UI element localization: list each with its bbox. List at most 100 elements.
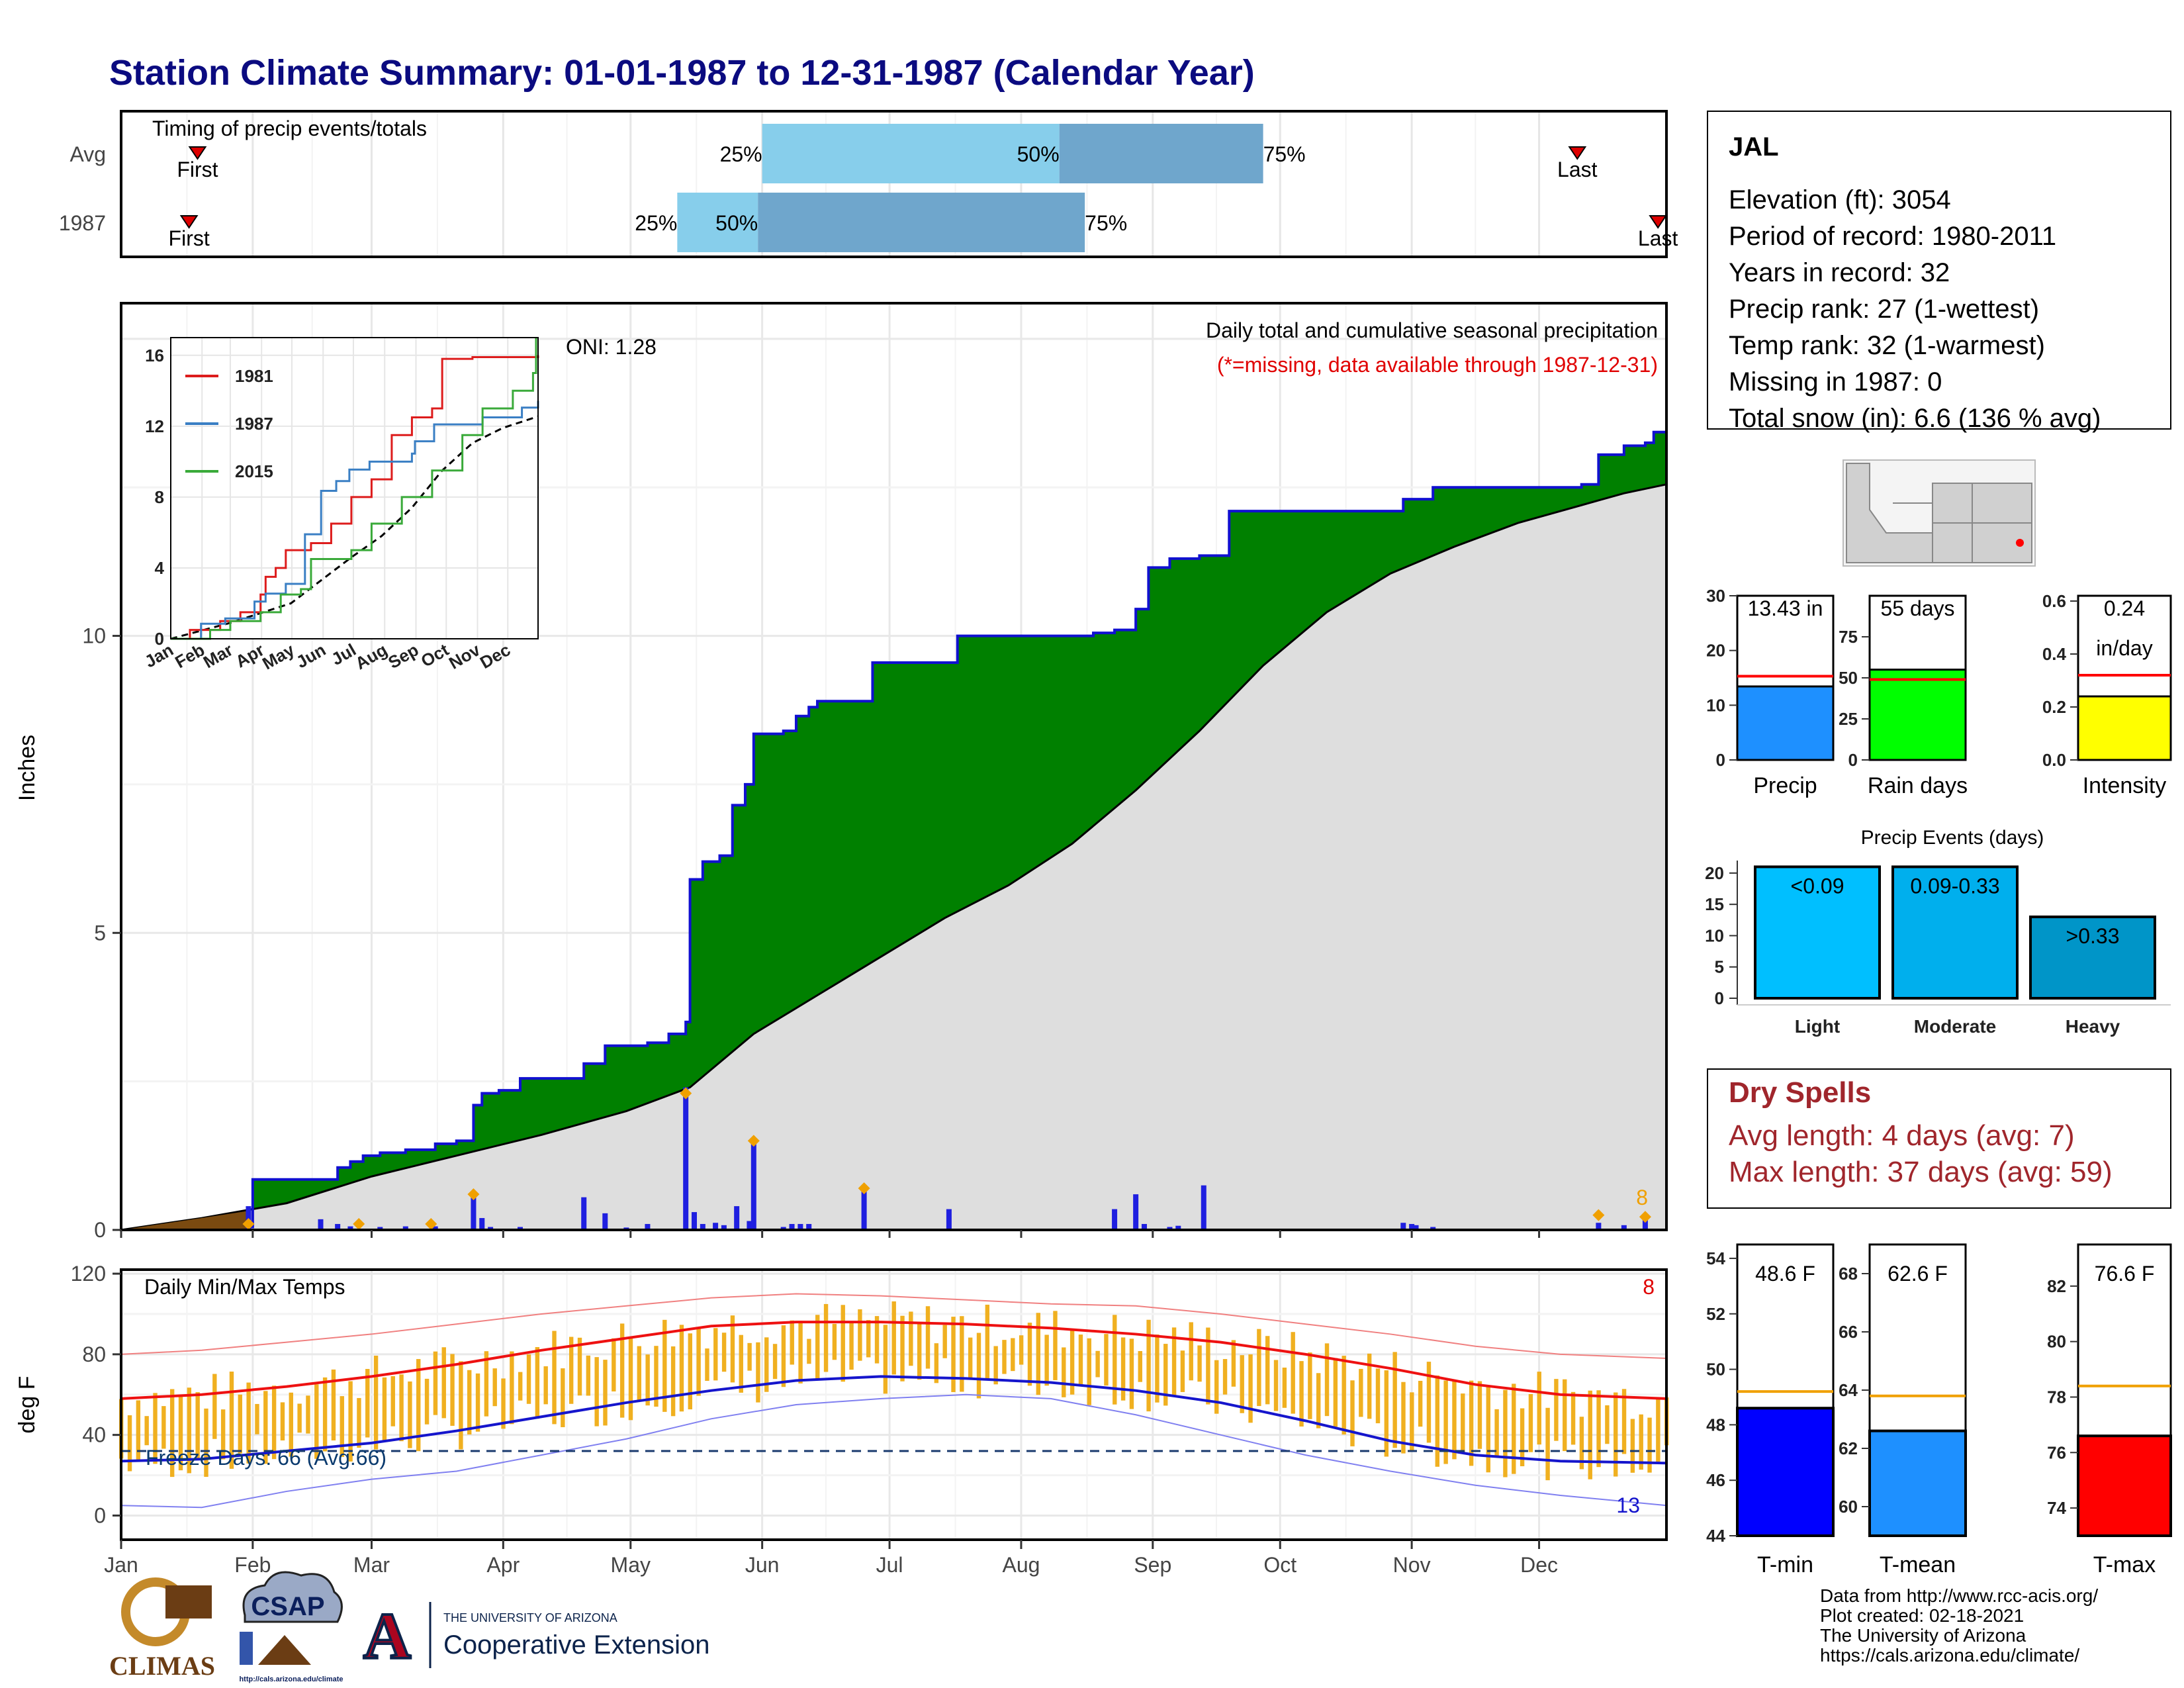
timing-title: Timing of precip events/totals bbox=[152, 117, 427, 140]
daily-temp-bar bbox=[1647, 1417, 1652, 1473]
daily-temp-bar bbox=[798, 1321, 803, 1383]
summary-bar-label-Rain days: Rain days bbox=[1868, 773, 1968, 798]
daily-temp-bar bbox=[1206, 1327, 1210, 1405]
summary-bar-tick-label: 10 bbox=[1706, 695, 1725, 715]
daily-temp-bar bbox=[594, 1357, 599, 1427]
daily-temp-bar bbox=[1520, 1408, 1525, 1467]
daily-temp-bar bbox=[1579, 1417, 1584, 1470]
footer-line-2: Plot created: 02-18-2021 bbox=[1820, 1605, 2024, 1626]
daily-temp-bar bbox=[713, 1328, 718, 1381]
daily-temp-bar bbox=[1282, 1367, 1287, 1408]
station-elevation: Elevation (ft): 3054 bbox=[1729, 185, 1951, 214]
daily-temp-bar bbox=[1069, 1330, 1075, 1395]
temp-top-count: 8 bbox=[1643, 1275, 1655, 1299]
temp-title: Daily Min/Max Temps bbox=[144, 1275, 345, 1299]
events-tick-label: 15 bbox=[1705, 894, 1724, 914]
daily-precip-bar bbox=[377, 1227, 383, 1230]
temp-bar-tick-label: 50 bbox=[1706, 1360, 1725, 1380]
month-label: Oct bbox=[1263, 1553, 1297, 1577]
daily-temp-bar bbox=[603, 1360, 608, 1426]
footer-line-1: Data from http://www.rcc-acis.org/ bbox=[1820, 1585, 2098, 1606]
climas-logo: CLIMAS bbox=[109, 1577, 215, 1681]
daily-temp-bar bbox=[1087, 1338, 1091, 1405]
summary-bar-tick-label: 50 bbox=[1839, 668, 1858, 688]
daily-temp-bar bbox=[1120, 1337, 1126, 1401]
precip-header: Daily total and cumulative seasonal prec… bbox=[1206, 318, 1658, 342]
temp-bar-tick-label: 66 bbox=[1839, 1322, 1858, 1342]
daily-temp-bar bbox=[891, 1301, 896, 1375]
timing-pct-label-1987: 50% bbox=[715, 211, 758, 235]
month-label: Sep bbox=[1134, 1553, 1171, 1577]
daily-temp-bar bbox=[1452, 1381, 1457, 1460]
daily-temp-bar bbox=[1146, 1319, 1151, 1412]
cumulative-surplus-area bbox=[121, 432, 1666, 1230]
daily-precip-bar bbox=[1400, 1223, 1406, 1230]
daily-precip-bar bbox=[347, 1226, 353, 1230]
ua-logo: A THE UNIVERSITY OF ARIZONA Cooperative … bbox=[362, 1598, 710, 1674]
precip-extreme-marker bbox=[747, 1135, 760, 1147]
daily-precip-bar bbox=[1167, 1227, 1173, 1230]
month-label: Jan bbox=[104, 1553, 138, 1577]
daily-precip-bar bbox=[683, 1087, 689, 1230]
events-tick-label: 0 bbox=[1715, 988, 1724, 1008]
daily-temp-bar bbox=[1443, 1380, 1448, 1464]
temp-bar-label-T-max: T-max bbox=[2093, 1552, 2156, 1577]
daily-temp-bar bbox=[628, 1338, 633, 1421]
daily-temp-bar bbox=[909, 1311, 913, 1366]
daily-temp-bar bbox=[790, 1320, 794, 1365]
daily-temp-bar bbox=[1375, 1368, 1381, 1424]
precip-extreme-marker bbox=[353, 1218, 365, 1231]
timing-marker-first-avg bbox=[188, 146, 207, 160]
page-title: Station Climate Summary: 01-01-1987 to 1… bbox=[109, 53, 1255, 93]
daily-temp-bar bbox=[229, 1371, 234, 1469]
daily-temp-bar bbox=[1222, 1359, 1228, 1395]
daily-precip-bar bbox=[747, 1221, 752, 1230]
daily-temp-bar bbox=[1435, 1375, 1439, 1467]
daily-temp-bar bbox=[1350, 1380, 1355, 1446]
timing-pct-label-avg: 25% bbox=[720, 142, 762, 166]
temp-bar-T-min bbox=[1736, 1407, 1835, 1537]
events-bar-label-Heavy: Heavy bbox=[2066, 1016, 2120, 1037]
average-min-line bbox=[120, 1375, 1667, 1465]
daily-temp-bar bbox=[1563, 1379, 1567, 1452]
daily-temp-bar bbox=[1503, 1389, 1508, 1477]
daily-temp-bar bbox=[1570, 1391, 1576, 1445]
daily-temp-bar bbox=[1019, 1335, 1024, 1365]
temp-bar-value-T-min: 48.6 F bbox=[1755, 1262, 1815, 1286]
inset-legend-label: 1981 bbox=[235, 366, 273, 386]
inset-ytick-label: 0 bbox=[155, 629, 164, 649]
daily-temp-bar bbox=[960, 1316, 964, 1392]
ua-logo-letter: A bbox=[363, 1599, 411, 1673]
summary-bar-tick-label: 20 bbox=[1706, 641, 1725, 661]
daily-temp-bar bbox=[1265, 1336, 1270, 1405]
daily-temp-bar bbox=[552, 1331, 557, 1425]
daily-temp-bar bbox=[696, 1329, 701, 1396]
daily-temp-bar bbox=[1171, 1327, 1177, 1397]
daily-temp-bar bbox=[688, 1333, 692, 1410]
daily-temp-bar bbox=[985, 1304, 990, 1380]
timing-bar-50-75-avg bbox=[1059, 124, 1263, 183]
summary-bar-tick-label: 25 bbox=[1839, 709, 1858, 729]
daily-temp-bar bbox=[1316, 1373, 1321, 1429]
daily-precip-bar bbox=[734, 1206, 740, 1230]
ua-logo-small: THE UNIVERSITY OF ARIZONA bbox=[443, 1611, 617, 1624]
month-label: May bbox=[611, 1553, 651, 1577]
station-name: JAL bbox=[1729, 132, 1779, 162]
daily-precip-bar bbox=[517, 1227, 523, 1230]
events-title: Precip Events (days) bbox=[1861, 827, 2044, 849]
month-label: Nov bbox=[1393, 1553, 1431, 1577]
daily-precip-bar bbox=[432, 1226, 438, 1230]
daily-temp-bar bbox=[951, 1317, 956, 1393]
average-cumulative-area bbox=[120, 483, 1668, 1231]
daily-temp-bar bbox=[874, 1316, 880, 1364]
temp-bar-label-T-mean: T-mean bbox=[1880, 1552, 1956, 1577]
timing-row-1987: 1987 bbox=[59, 211, 106, 235]
daily-temp-bar bbox=[220, 1409, 226, 1460]
oni-label: ONI: 1.28 bbox=[566, 335, 657, 359]
daily-temp-bar bbox=[764, 1337, 769, 1392]
temp-bar-value-T-max: 76.6 F bbox=[2095, 1262, 2155, 1286]
daily-temp-bar bbox=[271, 1385, 277, 1460]
timing-bar-25-50-1987 bbox=[677, 193, 758, 252]
precip-extreme-marker bbox=[467, 1188, 480, 1201]
temp-summary-bars: 48.6 F 44 46 48 50 52 54 T-min 62.6 F 60 62 64 66 68 T… bbox=[1706, 1243, 2172, 1577]
